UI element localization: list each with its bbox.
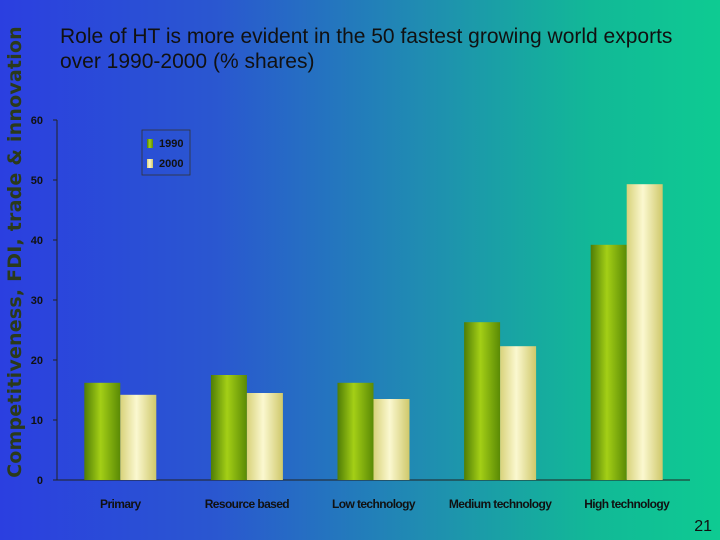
y-tick-label: 30 [31, 295, 43, 307]
chart-legend: 1990 2000 [141, 129, 191, 176]
y-tick-label: 0 [37, 475, 43, 487]
bar-1990-primary [84, 382, 121, 480]
legend-swatch-1990 [147, 139, 153, 148]
x-tick-label: Resource based [205, 497, 290, 511]
legend-swatch-2000 [147, 159, 153, 168]
y-tick-label: 40 [31, 235, 43, 247]
x-tick-label: Medium technology [449, 497, 552, 511]
legend-label-1990: 1990 [159, 138, 183, 150]
x-tick-label: Low technology [332, 497, 416, 511]
y-tick-label: 60 [31, 115, 43, 127]
chart-axes: 0 10 20 30 40 50 60 [31, 115, 690, 487]
y-tick-label: 10 [31, 415, 43, 427]
bar-1990-resource-based [210, 375, 247, 480]
bar-1990-medium-technology [464, 322, 501, 480]
slide-title: Role of HT is more evident in the 50 fas… [60, 25, 673, 73]
bar-2000-primary [120, 394, 157, 480]
y-tick-label: 50 [31, 175, 43, 187]
bar-1990-low-technology [337, 382, 374, 480]
page-number: 21 [694, 518, 712, 535]
legend-box [141, 129, 191, 176]
bar-1990-high-technology [590, 244, 627, 480]
bar-2000-resource-based [246, 393, 283, 480]
bar-2000-medium-technology [500, 346, 537, 480]
legend-label-2000: 2000 [159, 158, 183, 170]
chart-bars [84, 184, 663, 480]
x-tick-label: Primary [100, 497, 141, 511]
bar-2000-low-technology [373, 399, 410, 480]
bar-2000-high-technology [626, 184, 663, 480]
x-tick-label: High technology [584, 497, 670, 511]
x-tick-labels: Primary Resource based Low technology Mediu… [100, 497, 671, 511]
y-tick-label: 20 [31, 355, 43, 367]
